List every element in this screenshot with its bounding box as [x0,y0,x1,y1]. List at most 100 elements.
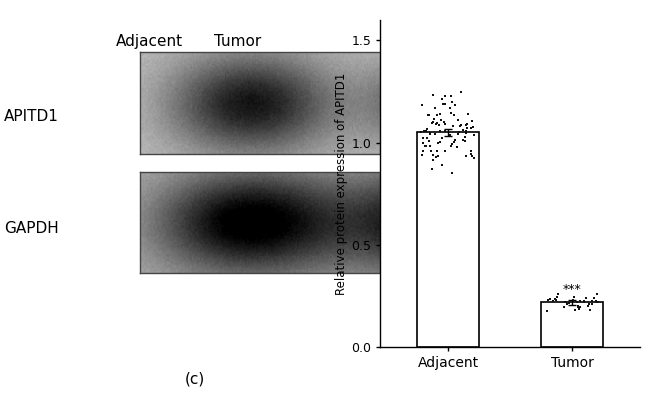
Point [445,105,456,111]
Point [438,101,448,107]
Point [572,298,582,305]
Point [590,298,601,304]
Point [437,162,448,168]
Point [416,128,426,135]
Point [467,118,478,124]
Point [461,122,471,128]
Point [417,101,427,108]
Point [562,300,573,307]
Point [461,128,471,134]
Text: APITD1: APITD1 [4,109,58,124]
Point [587,298,597,304]
Point [424,138,434,144]
Point [421,128,432,134]
Point [428,92,438,99]
Point [447,141,458,147]
Point [453,131,463,137]
Point [433,140,443,146]
Point [422,126,432,132]
Point [449,139,460,145]
Point [425,131,436,137]
Point [579,298,590,305]
Point [432,148,443,154]
Point [460,133,470,140]
Point [560,299,571,306]
Point [551,297,561,303]
Point [450,102,461,109]
Point [588,295,599,301]
Point [426,166,437,172]
Point [545,296,555,302]
Point [569,307,580,314]
Point [462,121,473,127]
Point [456,121,466,128]
Point [465,148,476,154]
Point [427,120,437,126]
Point [432,112,443,119]
Point [422,134,432,141]
Point [561,299,571,305]
Point [552,294,562,300]
Point [440,128,450,134]
Point [417,152,428,158]
Point [450,137,460,143]
Text: GAPDH: GAPDH [4,221,58,236]
Point [458,126,469,133]
Point [439,119,449,126]
Point [445,131,455,138]
Point [428,152,438,158]
Point [435,111,445,117]
Point [458,136,468,143]
Point [432,120,443,126]
Point [446,110,456,116]
Point [430,105,441,111]
Point [439,148,450,154]
Point [425,130,436,136]
Point [437,96,447,103]
Point [430,120,441,127]
Point [455,123,465,129]
Point [541,308,552,314]
Point [419,128,429,134]
Point [417,148,428,154]
Bar [417,132,479,347]
Point [461,122,471,128]
Point [547,298,558,304]
Point [426,148,436,154]
Point [466,125,476,131]
Point [575,304,585,310]
Point [552,291,563,298]
Point [423,112,434,118]
Point [429,116,439,122]
Point [586,301,597,308]
Point [592,298,602,305]
Point [585,307,595,313]
Point [446,93,456,99]
Point [465,150,476,157]
Point [580,295,591,302]
Point [430,154,441,160]
Point [436,117,446,124]
Text: (c): (c) [185,371,205,387]
Point [469,155,479,161]
Point [564,299,575,306]
Point [593,299,603,306]
Point [430,130,440,137]
Text: Tumor: Tumor [214,34,261,49]
Point [418,134,428,141]
Point [568,297,578,303]
Point [584,300,594,307]
Point [435,138,445,145]
Point [440,101,450,107]
Point [452,144,463,150]
Point [582,303,593,309]
Point [460,138,470,144]
Text: Adjacent: Adjacent [116,34,183,49]
Point [428,119,438,125]
Point [543,297,553,303]
Point [436,135,447,142]
Point [579,298,590,304]
Point [462,125,472,131]
Point [432,153,443,159]
Point [446,143,456,149]
